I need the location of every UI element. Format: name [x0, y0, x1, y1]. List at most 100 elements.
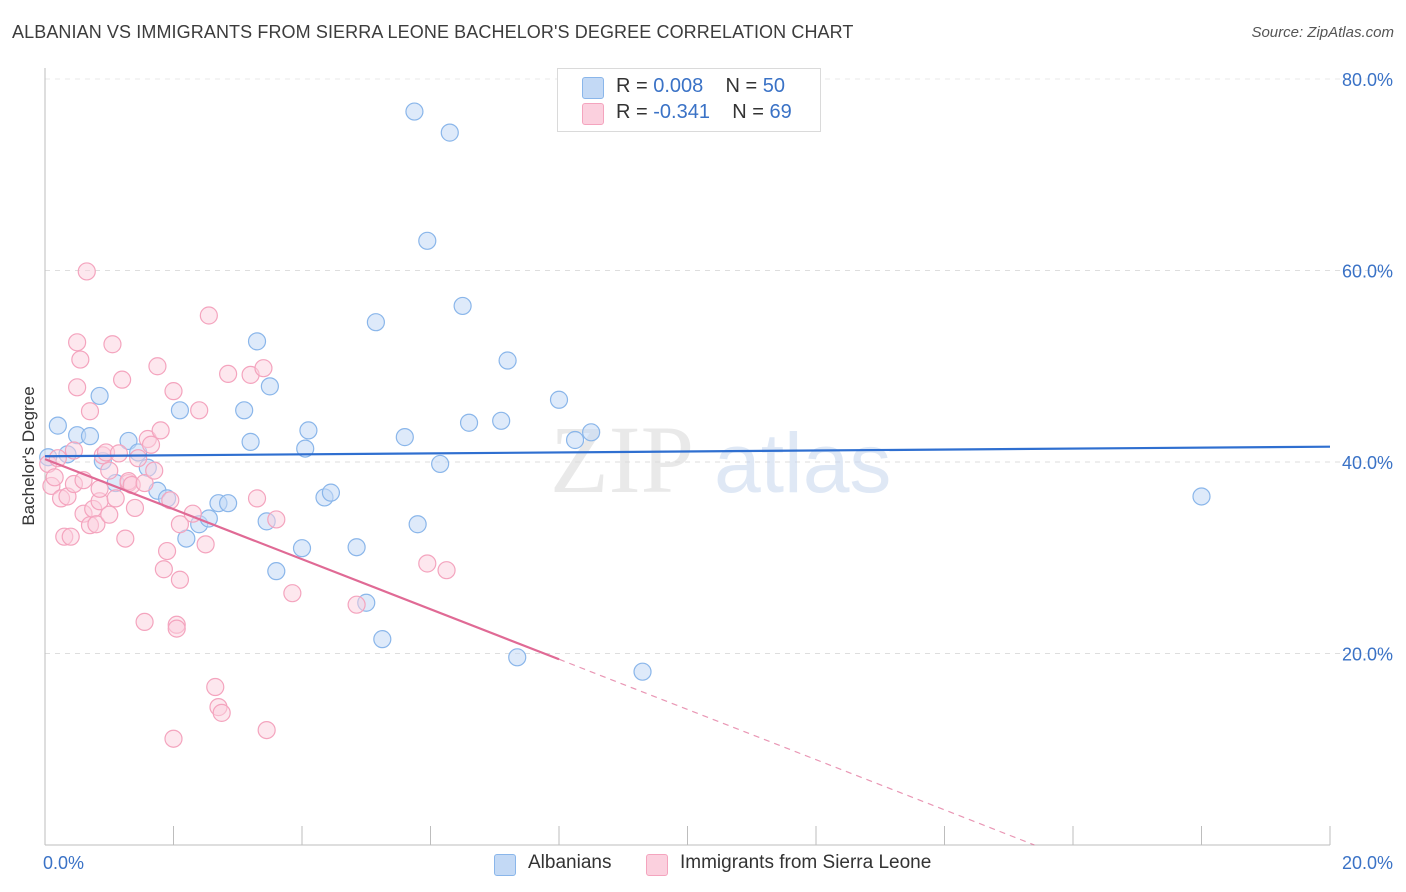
legend-n-label: N =	[725, 75, 758, 97]
legend-n-value: 69	[769, 101, 792, 123]
sierra-leone-point	[61, 527, 80, 546]
albanians-point	[431, 454, 450, 474]
sierra-leone-point	[68, 378, 87, 397]
albanians-point	[453, 296, 472, 316]
sierra-leone-point	[157, 541, 177, 561]
albanians-point	[48, 416, 67, 435]
chart-title: ALBANIAN VS IMMIGRANTS FROM SIERRA LEONE…	[12, 22, 854, 42]
watermark-zip: ZIP	[550, 406, 694, 513]
sierra-leone-point	[347, 595, 366, 614]
sierra-leone-point	[80, 402, 100, 421]
sierra-leone-point	[145, 461, 164, 480]
sierra-leone-point	[170, 570, 190, 589]
tick-labels: 20.0% 40.0% 60.0% 80.0% 0.0% 20.0%	[43, 70, 1393, 873]
y-tick-label: 20.0%	[1342, 645, 1393, 665]
bottom-swatch-albanians	[494, 854, 516, 876]
x-tick-label: 0.0%	[43, 853, 84, 873]
albanians-point	[292, 539, 312, 558]
legend-swatch-albanians	[582, 77, 604, 99]
sierra-leone-point	[64, 441, 84, 460]
sierra-leone-point	[109, 444, 128, 463]
albanians-point	[549, 390, 569, 409]
sierra-leone-point	[154, 560, 173, 579]
sierra-leone-point	[106, 489, 125, 508]
y-tick-label: 40.0%	[1342, 453, 1393, 473]
albanians-point	[90, 386, 109, 406]
albanians-point	[241, 432, 260, 451]
sierra-leone-point	[164, 382, 183, 401]
sierra-leone-point	[283, 584, 302, 603]
albanians-point	[633, 662, 652, 681]
sierra-leone-point	[170, 515, 190, 534]
sierra-leone-point	[164, 729, 183, 748]
albanians-point	[498, 351, 517, 370]
sierra-leone-point	[112, 370, 132, 389]
y-axis-label: Bachelor's Degree	[19, 386, 38, 525]
sierra-leone-point	[129, 449, 148, 468]
sierra-leone-point	[247, 489, 267, 508]
albanians-point	[170, 401, 190, 420]
albanians-point	[80, 427, 100, 446]
albanians-point	[366, 313, 385, 332]
albanians-point	[440, 123, 459, 142]
albanians-point	[1192, 487, 1211, 506]
albanians-point	[395, 428, 414, 447]
albanians-point	[247, 332, 267, 351]
albanians-point	[299, 421, 318, 440]
sierra-leone-point	[116, 529, 135, 548]
albanians-point	[347, 538, 366, 557]
grid-lines	[45, 78, 1392, 654]
bottom-swatch-sierra-leone	[646, 854, 668, 876]
sierra-leone-point	[71, 350, 90, 369]
sierra-leone-point	[151, 421, 170, 440]
legend-n-label: N =	[732, 101, 764, 123]
sierra-leone-point	[68, 333, 87, 352]
y-tick-label: 60.0%	[1342, 262, 1393, 282]
sierra-leone-point	[199, 306, 218, 325]
watermark: ZIP atlas	[550, 406, 891, 513]
albanians-point	[405, 102, 424, 121]
sierra-leone-point	[167, 619, 186, 638]
sierra-leone-point	[212, 703, 231, 722]
albanians-point	[492, 411, 511, 430]
sierra-leone-point	[135, 612, 154, 632]
albanians-point	[267, 562, 286, 581]
x-tick-label: 20.0%	[1342, 853, 1393, 873]
sierra-leone-trend-line	[44, 458, 560, 661]
sierra-leone-points	[39, 262, 456, 748]
legend-r-label: R =	[616, 101, 648, 123]
legend-r-label: R =	[616, 75, 648, 97]
sierra-leone-point	[125, 498, 145, 518]
legend-r-value: -0.341	[653, 101, 710, 123]
legend-n-value: 50	[762, 75, 786, 97]
sierra-leone-trend-extension	[558, 658, 1035, 846]
sierra-leone-point	[87, 515, 106, 534]
albanians-point	[459, 413, 479, 432]
albanians-point	[508, 648, 527, 667]
albanians-point	[260, 377, 279, 396]
albanians-point	[219, 494, 238, 513]
sierra-leone-point	[77, 262, 96, 281]
bottom-legend-label: Albanians	[528, 852, 612, 873]
albanians-point	[373, 630, 392, 649]
albanians-point	[321, 483, 341, 502]
source-label: Source: ZipAtlas.com	[1251, 24, 1394, 41]
albanians-point	[565, 430, 585, 450]
sierra-leone-point	[267, 510, 286, 529]
sierra-leone-point	[418, 554, 437, 573]
sierra-leone-point	[100, 461, 119, 480]
sierra-leone-point	[219, 364, 238, 384]
watermark-atlas: atlas	[714, 416, 891, 510]
sierra-leone-point	[206, 677, 225, 697]
legend-swatch-sierra-leone	[582, 103, 604, 125]
sierra-leone-point	[100, 505, 119, 524]
sierra-leone-point	[254, 359, 273, 378]
trend-lines	[44, 445, 1331, 846]
albanians-point	[235, 401, 254, 420]
albanians-point	[408, 515, 427, 534]
bottom-legend-label: Immigrants from Sierra Leone	[680, 852, 932, 873]
sierra-leone-point	[190, 401, 209, 420]
sierra-leone-point	[135, 473, 154, 493]
sierra-leone-point	[257, 720, 276, 740]
